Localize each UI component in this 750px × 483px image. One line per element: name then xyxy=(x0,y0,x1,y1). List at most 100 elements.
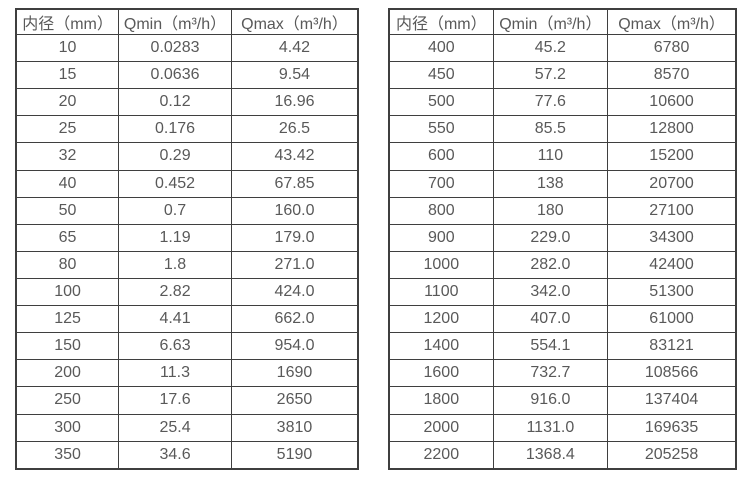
table-cell: 1600 xyxy=(388,359,494,388)
table-cell: 20 xyxy=(15,88,120,117)
table-cell: 61000 xyxy=(607,305,737,334)
table-row: 2200 1368.4 205258 xyxy=(388,440,737,470)
table-cell: 25.4 xyxy=(118,413,232,442)
table-cell: 0.12 xyxy=(118,88,232,117)
flow-table-small-diameters: 内径（mm） Qmin（m³/h） Qmax（m³/h） 10 0.0283 4.42 15… xyxy=(15,8,359,470)
table-cell: 85.5 xyxy=(492,115,609,144)
table-row: 600 110 15200 xyxy=(388,142,737,171)
table-cell: 16.96 xyxy=(230,88,359,117)
table-cell: 916.0 xyxy=(492,386,609,415)
table-cell: 900 xyxy=(388,223,494,252)
table-cell: 50 xyxy=(15,196,120,225)
table-cell: 9.54 xyxy=(230,61,359,90)
table-cell: 424.0 xyxy=(230,277,359,307)
table-cell: 160.0 xyxy=(230,196,359,225)
table-cell: 100 xyxy=(15,277,120,307)
table-row: 50 0.7 160.0 xyxy=(15,196,359,225)
table-row: 2000 1131.0 169635 xyxy=(388,413,737,442)
table-cell: 26.5 xyxy=(230,115,359,144)
table-cell: 150 xyxy=(15,332,120,361)
table-cell: 350 xyxy=(15,440,120,470)
header-row: 内径（mm） Qmin（m³/h） Qmax（m³/h） xyxy=(388,8,737,35)
table-cell: 205258 xyxy=(607,440,737,470)
table-cell: 43.42 xyxy=(230,142,359,171)
table-row: 1100 342.0 51300 xyxy=(388,277,737,307)
table-cell: 407.0 xyxy=(492,305,609,334)
table-row: 1600 732.7 108566 xyxy=(388,359,737,388)
table-cell: 2650 xyxy=(230,386,359,415)
table-cell: 6.63 xyxy=(118,332,232,361)
table-row: 550 85.5 12800 xyxy=(388,115,737,144)
table-cell: 15200 xyxy=(607,142,737,171)
table-cell: 108566 xyxy=(607,359,737,388)
tables-container: 内径（mm） Qmin（m³/h） Qmax（m³/h） 10 0.0283 4.42 15… xyxy=(15,8,737,470)
table-cell: 179.0 xyxy=(230,223,359,252)
table-cell: 550 xyxy=(388,115,494,144)
table-cell: 51300 xyxy=(607,277,737,307)
table-cell: 6780 xyxy=(607,33,737,63)
table-row: 32 0.29 43.42 xyxy=(15,142,359,171)
table-cell: 0.0283 xyxy=(118,33,232,63)
table-cell: 1.8 xyxy=(118,250,232,279)
table-cell: 1131.0 xyxy=(492,413,609,442)
table-row: 125 4.41 662.0 xyxy=(15,305,359,334)
table-cell: 67.85 xyxy=(230,169,359,198)
table-cell: 45.2 xyxy=(492,33,609,63)
table-row: 350 34.6 5190 xyxy=(15,440,359,470)
table-row: 80 1.8 271.0 xyxy=(15,250,359,279)
table-row: 40 0.452 67.85 xyxy=(15,169,359,198)
table-cell: 400 xyxy=(388,33,494,63)
table-cell: 1000 xyxy=(388,250,494,279)
table-cell: 342.0 xyxy=(492,277,609,307)
table-row: 900 229.0 34300 xyxy=(388,223,737,252)
table-row: 400 45.2 6780 xyxy=(388,33,737,63)
table-cell: 250 xyxy=(15,386,120,415)
table-cell: 110 xyxy=(492,142,609,171)
table-cell: 15 xyxy=(15,61,120,90)
table-cell: 8570 xyxy=(607,61,737,90)
column-header: 内径（mm） xyxy=(388,8,494,35)
column-header: Qmax（m³/h） xyxy=(607,8,737,35)
table-cell: 137404 xyxy=(607,386,737,415)
table-cell: 2.82 xyxy=(118,277,232,307)
table-row: 150 6.63 954.0 xyxy=(15,332,359,361)
table-row: 700 138 20700 xyxy=(388,169,737,198)
table-row: 100 2.82 424.0 xyxy=(15,277,359,307)
table-cell: 34.6 xyxy=(118,440,232,470)
table-cell: 27100 xyxy=(607,196,737,225)
table-row: 10 0.0283 4.42 xyxy=(15,33,359,63)
table-cell: 42400 xyxy=(607,250,737,279)
table-row: 20 0.12 16.96 xyxy=(15,88,359,117)
table-cell: 1800 xyxy=(388,386,494,415)
table-cell: 450 xyxy=(388,61,494,90)
table-row: 200 11.3 1690 xyxy=(15,359,359,388)
table-cell: 20700 xyxy=(607,169,737,198)
table-cell: 77.6 xyxy=(492,88,609,117)
table-cell: 732.7 xyxy=(492,359,609,388)
table-cell: 800 xyxy=(388,196,494,225)
table-cell: 3810 xyxy=(230,413,359,442)
table-cell: 1100 xyxy=(388,277,494,307)
table-cell: 700 xyxy=(388,169,494,198)
table-cell: 0.452 xyxy=(118,169,232,198)
table-cell: 954.0 xyxy=(230,332,359,361)
table-cell: 25 xyxy=(15,115,120,144)
table-cell: 83121 xyxy=(607,332,737,361)
table-cell: 1.19 xyxy=(118,223,232,252)
table-cell: 282.0 xyxy=(492,250,609,279)
table-cell: 0.7 xyxy=(118,196,232,225)
table-cell: 34300 xyxy=(607,223,737,252)
table-cell: 65 xyxy=(15,223,120,252)
table-cell: 125 xyxy=(15,305,120,334)
column-header: Qmax（m³/h） xyxy=(230,8,359,35)
table-cell: 169635 xyxy=(607,413,737,442)
table-cell: 57.2 xyxy=(492,61,609,90)
table-cell: 200 xyxy=(15,359,120,388)
table-cell: 5190 xyxy=(230,440,359,470)
table-cell: 554.1 xyxy=(492,332,609,361)
table-cell: 662.0 xyxy=(230,305,359,334)
table-cell: 2000 xyxy=(388,413,494,442)
table-cell: 271.0 xyxy=(230,250,359,279)
table-row: 250 17.6 2650 xyxy=(15,386,359,415)
